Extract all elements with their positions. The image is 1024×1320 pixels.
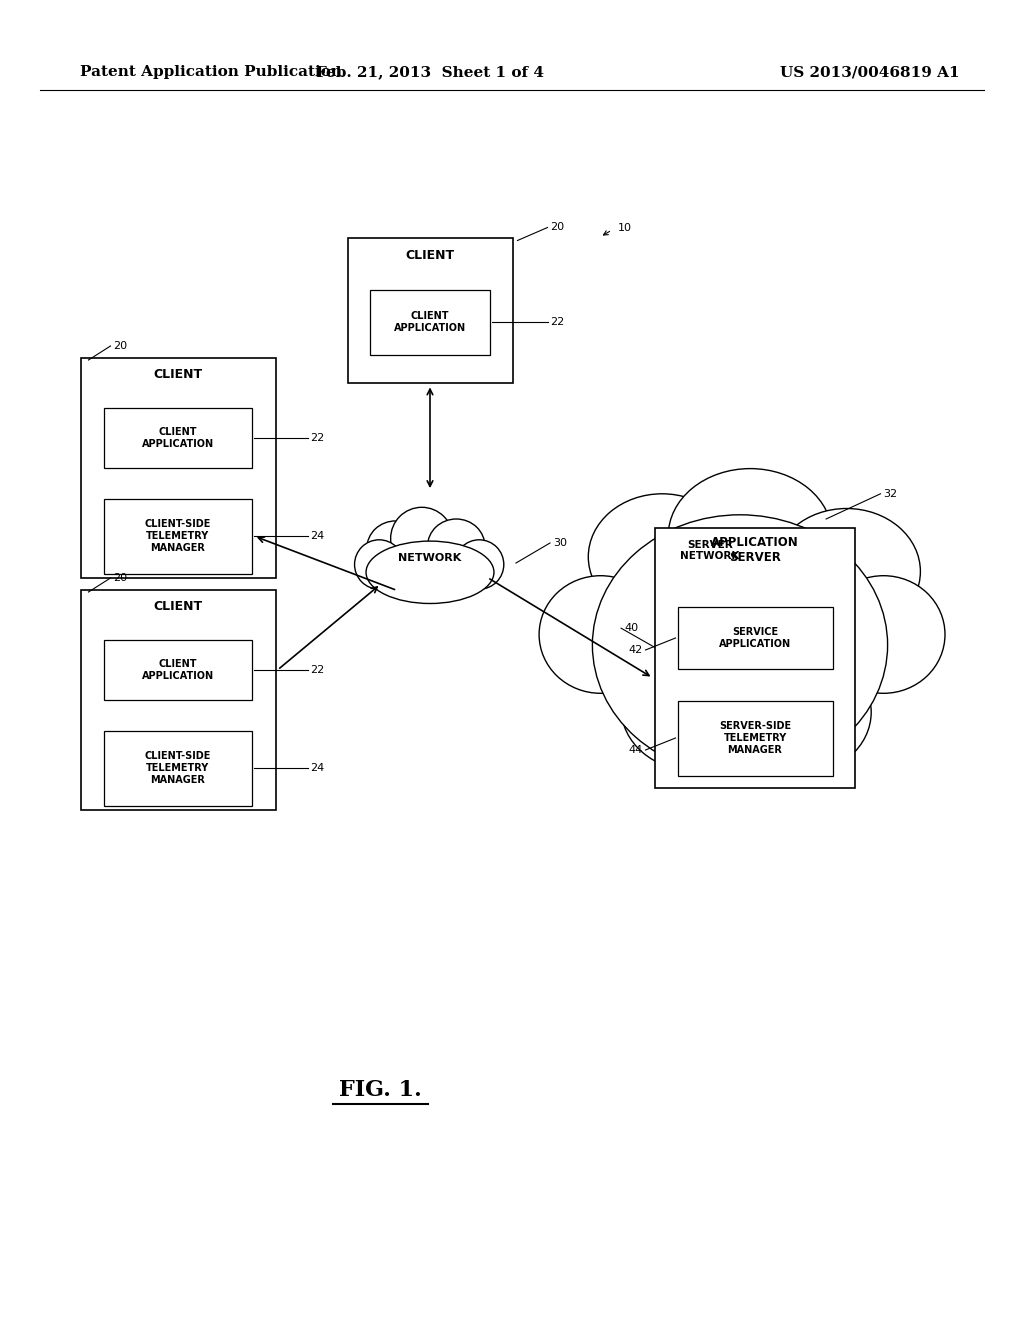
Ellipse shape (539, 576, 663, 693)
Bar (347, 238, 512, 383)
Text: 24: 24 (310, 763, 325, 774)
Text: 22: 22 (551, 317, 565, 327)
Text: Feb. 21, 2013  Sheet 1 of 4: Feb. 21, 2013 Sheet 1 of 4 (316, 65, 544, 79)
Bar (104, 408, 252, 469)
Text: CLIENT
APPLICATION: CLIENT APPLICATION (142, 659, 214, 681)
Ellipse shape (773, 508, 921, 635)
Ellipse shape (428, 519, 485, 574)
Text: FIG. 1.: FIG. 1. (339, 1078, 421, 1101)
Text: CLIENT: CLIENT (406, 249, 455, 261)
Text: 20: 20 (551, 223, 564, 232)
Ellipse shape (822, 576, 945, 693)
Bar (678, 701, 833, 776)
Text: 30: 30 (553, 539, 567, 548)
Text: CLIENT: CLIENT (154, 368, 203, 381)
Text: SERVER
NETWORK: SERVER NETWORK (680, 540, 739, 561)
Text: CLIENT: CLIENT (154, 601, 203, 614)
Text: CLIENT
APPLICATION: CLIENT APPLICATION (142, 428, 214, 449)
Bar (678, 607, 833, 669)
Ellipse shape (367, 521, 424, 576)
Text: 20: 20 (114, 341, 128, 351)
Text: 42: 42 (629, 645, 642, 655)
Ellipse shape (390, 507, 453, 570)
Text: 22: 22 (310, 665, 325, 675)
Ellipse shape (593, 515, 888, 775)
Text: SERVER-SIDE
TELEMETRY
MANAGER: SERVER-SIDE TELEMETRY MANAGER (719, 722, 792, 755)
Text: 44: 44 (629, 744, 642, 755)
Ellipse shape (669, 469, 833, 603)
Bar (104, 640, 252, 700)
Bar (104, 499, 252, 573)
Text: 10: 10 (618, 223, 632, 234)
Text: 24: 24 (310, 531, 325, 541)
Ellipse shape (455, 540, 504, 589)
Ellipse shape (589, 494, 736, 620)
Ellipse shape (354, 540, 403, 589)
Text: 32: 32 (884, 488, 898, 499)
Text: 20: 20 (114, 573, 128, 583)
Bar (81, 358, 275, 578)
Bar (655, 528, 855, 788)
Bar (370, 289, 490, 355)
Text: 22: 22 (310, 433, 325, 444)
Text: 40: 40 (624, 623, 638, 634)
Bar (81, 590, 275, 810)
Ellipse shape (622, 645, 769, 771)
Text: CLIENT-SIDE
TELEMETRY
MANAGER: CLIENT-SIDE TELEMETRY MANAGER (144, 519, 211, 553)
Text: SERVICE
APPLICATION: SERVICE APPLICATION (719, 627, 792, 649)
Text: US 2013/0046819 A1: US 2013/0046819 A1 (780, 65, 959, 79)
Text: CLIENT
APPLICATION: CLIENT APPLICATION (394, 312, 466, 333)
Text: Patent Application Publication: Patent Application Publication (80, 65, 342, 79)
Text: APPLICATION
SERVER: APPLICATION SERVER (711, 536, 799, 564)
Bar (104, 730, 252, 805)
Text: NETWORK: NETWORK (398, 553, 462, 564)
Text: CLIENT-SIDE
TELEMETRY
MANAGER: CLIENT-SIDE TELEMETRY MANAGER (144, 751, 211, 784)
Ellipse shape (366, 541, 494, 603)
Ellipse shape (724, 649, 871, 775)
